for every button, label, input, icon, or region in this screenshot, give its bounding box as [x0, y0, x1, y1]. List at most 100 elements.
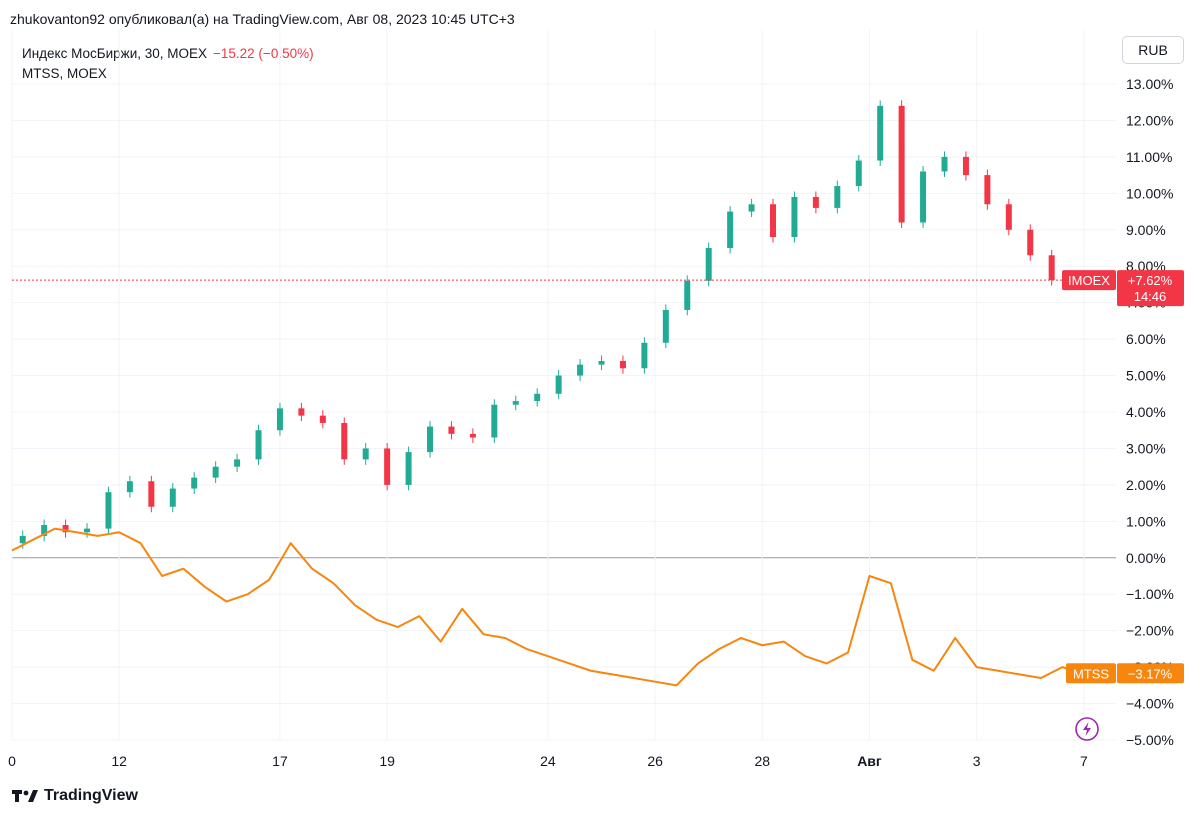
imoex-candle	[984, 175, 991, 205]
currency-button[interactable]: RUB	[1122, 36, 1184, 64]
y-tick-label: 9.00%	[1126, 222, 1166, 238]
y-tick-label: 11.00%	[1126, 149, 1172, 165]
x-tick-label: 28	[755, 753, 771, 769]
imoex-value-tag	[1117, 270, 1184, 307]
imoex-candle	[234, 459, 241, 467]
imoex-candle	[276, 408, 283, 431]
mtss-name-tag-text: MTSS	[1073, 666, 1109, 681]
imoex-candle	[19, 535, 26, 544]
grid-lines	[11, 30, 1116, 741]
imoex-candle	[105, 492, 112, 529]
imoex-candle	[555, 375, 562, 394]
tradingview-brand: TradingView	[44, 787, 138, 804]
imoex-candle	[705, 248, 712, 281]
imoex-candle	[491, 404, 498, 438]
legend-main-symbol: Индекс МосБиржи, 30, MOEX	[22, 46, 208, 61]
imoex-candle	[448, 426, 455, 434]
imoex-candle	[791, 196, 798, 238]
imoex-candle	[512, 401, 519, 405]
y-tick-label: −5.00%	[1126, 732, 1174, 748]
imoex-name-tag	[1062, 270, 1116, 291]
imoex-candle	[727, 211, 734, 248]
imoex-candle	[619, 360, 626, 369]
imoex-candle	[362, 448, 369, 460]
mtss-value-tag-text: −3.17%	[1128, 666, 1173, 681]
imoex-candle	[684, 280, 691, 310]
mtss-value-tag	[1117, 663, 1184, 684]
imoex-candle	[834, 186, 841, 208]
legend-compare-symbol: MTSS, MOEX	[22, 66, 107, 81]
imoex-candle	[298, 408, 305, 416]
y-tick-label: 1.00%	[1126, 513, 1166, 529]
y-tick-label: 3.00%	[1126, 440, 1166, 456]
y-axis[interactable]: 13.00%12.00%11.00%10.00%9.00%8.00%7.00%6…	[1126, 76, 1174, 748]
x-tick-label: Авг	[857, 753, 882, 769]
imoex-candle	[748, 204, 755, 212]
mtss-series-line	[11, 527, 1106, 687]
y-tick-label: 2.00%	[1126, 477, 1166, 493]
legend-compare-row[interactable]: MTSS, MOEX	[22, 64, 314, 84]
imoex-candle	[962, 156, 969, 176]
y-tick-label: 4.00%	[1126, 404, 1166, 420]
imoex-candle	[1048, 255, 1055, 281]
imoex-candle	[812, 196, 819, 208]
imoex-candle	[1005, 204, 1012, 230]
x-tick-label: 17	[272, 753, 288, 769]
chart-legend: Индекс МосБиржи, 30, MOEX −15.22 (−0.50%)…	[22, 44, 314, 84]
imoex-candle	[62, 524, 69, 533]
imoex-candles	[12, 100, 1116, 549]
x-tick-label: 0	[8, 753, 16, 769]
imoex-candle	[534, 393, 541, 402]
mtss-line	[11, 527, 1106, 687]
x-tick-label: 7	[1080, 753, 1088, 769]
x-tick-label: 3	[973, 753, 981, 769]
imoex-candle	[427, 426, 434, 453]
mtss-name-tag	[1066, 663, 1116, 684]
last-value-tags: IMOEX +7.62%14:46 MTSS −3.17%	[1062, 270, 1184, 684]
imoex-candle	[405, 452, 412, 485]
imoex-candle	[920, 171, 927, 223]
imoex-value-tag-text: +7.62%	[1128, 273, 1173, 288]
y-tick-label: 12.00%	[1126, 112, 1173, 128]
y-tick-label: 13.00%	[1126, 76, 1173, 92]
imoex-candle	[126, 481, 133, 493]
tradingview-logo: TradingView	[12, 787, 138, 805]
imoex-candle	[384, 448, 391, 485]
imoex-candle	[577, 364, 584, 376]
legend-main-change: −15.22 (−0.50%)	[213, 46, 314, 61]
imoex-candle	[341, 422, 348, 460]
imoex-candle	[169, 488, 176, 507]
imoex-candle	[319, 415, 326, 423]
y-tick-label: −2.00%	[1126, 623, 1174, 639]
tradingview-logo-icon	[12, 790, 38, 802]
imoex-countdown: 14:46	[1134, 289, 1167, 304]
x-tick-label: 12	[111, 753, 127, 769]
legend-main-row[interactable]: Индекс МосБиржи, 30, MOEX −15.22 (−0.50%)	[22, 44, 314, 64]
y-tick-label: 5.00%	[1126, 368, 1166, 384]
imoex-name-tag-text: IMOEX	[1068, 273, 1110, 288]
y-tick-label: −4.00%	[1126, 696, 1174, 712]
x-tick-label: 19	[379, 753, 395, 769]
lightning-icon[interactable]	[1075, 717, 1099, 741]
imoex-candle	[877, 105, 884, 161]
y-tick-label: −1.00%	[1126, 586, 1174, 602]
y-tick-label: 6.00%	[1126, 331, 1166, 347]
imoex-candle	[898, 105, 905, 223]
imoex-candle	[770, 204, 777, 238]
y-tick-label: 10.00%	[1126, 185, 1173, 201]
imoex-candle	[662, 309, 669, 343]
x-tick-label: 24	[540, 753, 556, 769]
imoex-candle	[641, 342, 648, 369]
imoex-candle	[469, 433, 476, 438]
imoex-candle	[191, 477, 198, 489]
imoex-candle	[84, 528, 91, 533]
publication-info: zhukovanton92 опубликовал(а) на TradingV…	[10, 11, 515, 27]
x-axis[interactable]: 0 12 17 19 24 26 28 Авг 3 7	[8, 753, 1088, 769]
imoex-candle	[255, 430, 262, 460]
y-tick-label: 0.00%	[1126, 550, 1166, 566]
imoex-candle	[212, 466, 219, 478]
imoex-candle	[855, 160, 862, 187]
imoex-candle	[148, 481, 155, 507]
imoex-candle	[598, 360, 605, 365]
